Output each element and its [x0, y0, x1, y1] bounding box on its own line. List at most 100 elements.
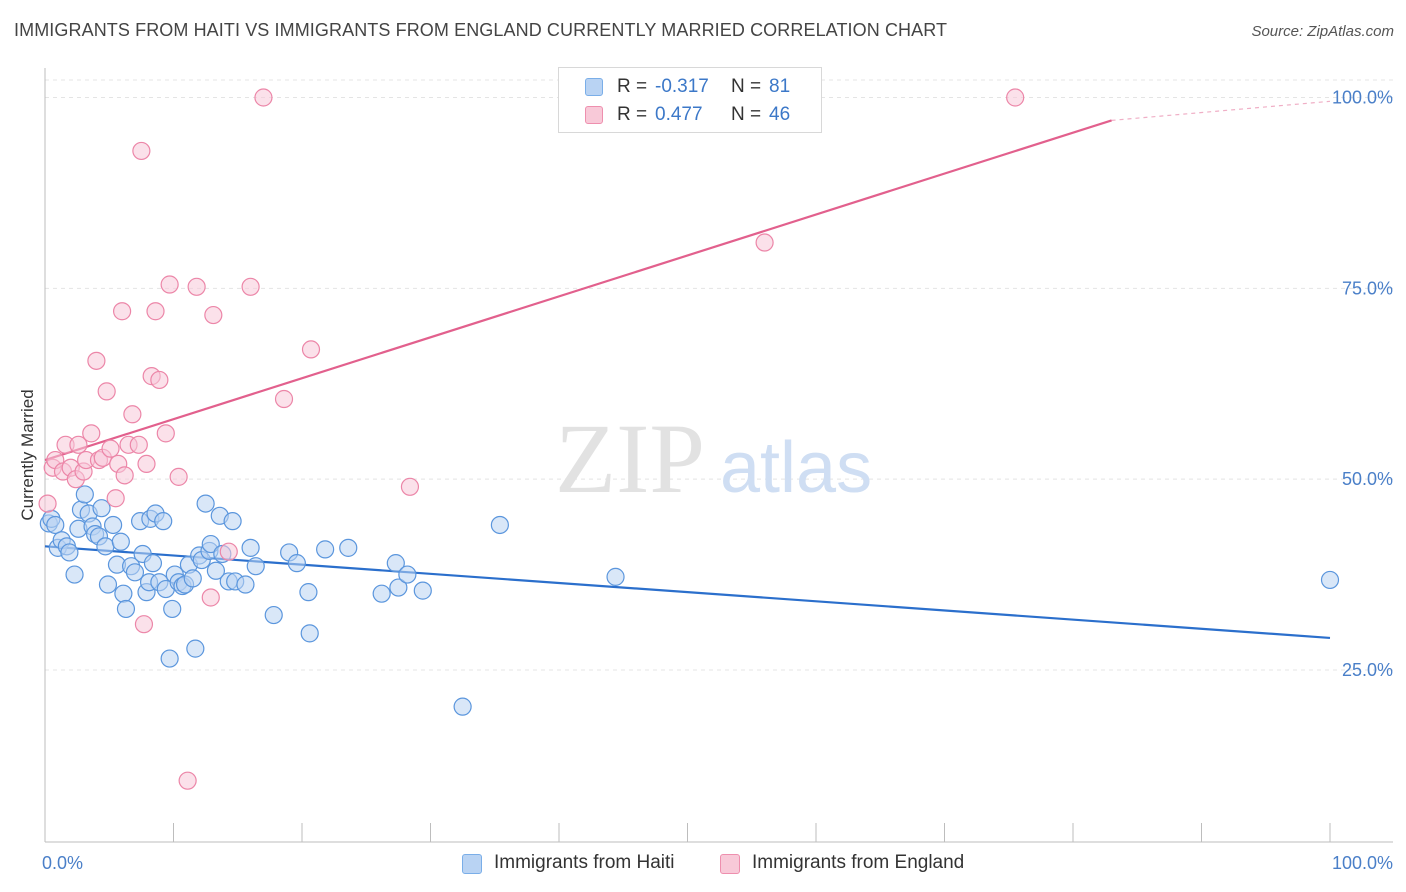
data-point: [398, 565, 417, 584]
legend-swatch-haiti: [585, 78, 603, 96]
data-point: [115, 466, 134, 485]
data-point: [316, 540, 335, 559]
data-point: [274, 389, 294, 409]
legend-row-haiti: R = -0.317 N = 81: [559, 74, 821, 102]
data-point: [386, 554, 405, 573]
data-point: [106, 489, 125, 508]
legend-n-label: N =: [731, 76, 762, 97]
data-point: [60, 543, 79, 562]
data-point: [82, 424, 101, 443]
trend-line-haiti: [44, 545, 1331, 640]
data-point: [146, 302, 165, 321]
data-point: [241, 538, 260, 557]
legend-r-label: R =: [617, 76, 648, 97]
data-point: [125, 563, 145, 582]
data-point: [300, 624, 319, 643]
legend-n-label: N =: [731, 104, 762, 125]
data-point: [97, 382, 116, 401]
data-point: [299, 583, 318, 602]
trend-line-england: [44, 119, 1112, 462]
legend-r-label: R =: [617, 104, 648, 125]
x-tick-labels: 0.0% 100.0%: [42, 853, 1393, 873]
legend-r-value: 0.477: [655, 104, 703, 125]
data-point: [178, 771, 197, 790]
data-point: [132, 141, 151, 161]
data-point: [87, 351, 106, 370]
data-point: [1320, 570, 1340, 590]
legend-n-value: 81: [769, 76, 791, 97]
legend-swatch-england: [585, 106, 603, 124]
data-point: [143, 554, 163, 573]
data-point: [112, 302, 132, 321]
legend-r-value: -0.317: [655, 76, 709, 97]
data-point: [606, 567, 625, 586]
data-point: [301, 340, 321, 359]
data-point: [187, 277, 206, 296]
data-point: [186, 639, 205, 658]
data-point: [206, 561, 226, 580]
data-point: [287, 554, 306, 573]
data-point: [339, 538, 358, 557]
data-point: [264, 605, 283, 625]
data-point: [46, 515, 65, 535]
data-point: [129, 435, 148, 454]
chart-title: IMMIGRANTS FROM HAITI VS IMMIGRANTS FROM…: [14, 20, 948, 40]
data-point: [755, 233, 774, 252]
data-point: [123, 405, 142, 424]
legend-n-value: 46: [769, 104, 791, 125]
data-point: [372, 584, 391, 603]
y-tick-label: 50.0%: [1342, 469, 1393, 489]
data-point: [246, 557, 265, 576]
y-tick-label: 25.0%: [1342, 660, 1393, 680]
data-point: [96, 537, 115, 556]
data-point: [204, 305, 223, 325]
y-tick-label: 75.0%: [1342, 278, 1393, 298]
data-point: [201, 588, 220, 607]
data-point: [134, 615, 154, 634]
legend-swatch-england: [720, 854, 740, 874]
data-point: [453, 697, 472, 716]
data-point: [219, 542, 238, 561]
data-point: [116, 599, 136, 619]
data-point: [156, 424, 175, 443]
data-point: [413, 581, 432, 600]
data-point: [114, 584, 133, 603]
data-point: [201, 534, 220, 554]
correlation-legend: R = -0.317 N = 81 R = 0.477 N = 46: [558, 67, 822, 133]
data-point: [389, 578, 408, 597]
data-point: [92, 499, 111, 518]
axes: [44, 68, 1393, 843]
data-point: [160, 275, 179, 294]
data-point: [169, 467, 188, 486]
series-haiti-points: [39, 485, 1340, 716]
trend-lines: [44, 100, 1331, 640]
x-tick-label-end: 100.0%: [1332, 853, 1393, 873]
data-point: [111, 532, 130, 551]
data-points: [38, 88, 1340, 790]
trend-line-extension: [1111, 100, 1331, 121]
data-point: [75, 485, 94, 504]
data-point: [490, 515, 509, 535]
legend-label-haiti: Immigrants from Haiti: [494, 852, 675, 873]
data-point: [223, 512, 242, 531]
series-legend: Immigrants from Haiti Immigrants from En…: [0, 852, 1406, 878]
y-axis-label: Currently Married: [18, 389, 37, 520]
x-tick-label-start: 0.0%: [42, 853, 83, 873]
watermark-zip: ZIP: [555, 403, 705, 514]
legend-label-england: Immigrants from England: [752, 852, 965, 873]
data-point: [236, 575, 255, 594]
data-point: [150, 370, 169, 390]
data-point: [400, 477, 420, 496]
data-point: [160, 649, 179, 668]
data-point: [163, 599, 182, 619]
y-tick-label: 100.0%: [1332, 88, 1393, 108]
watermark-atlas: atlas: [720, 428, 872, 508]
data-point: [196, 494, 215, 513]
data-point: [254, 88, 273, 107]
source-label: Source: ZipAtlas.com: [1251, 23, 1394, 40]
watermark: ZIP atlas: [555, 403, 872, 514]
data-point: [101, 439, 120, 458]
data-point: [154, 512, 173, 531]
series-england-points: [38, 88, 1025, 790]
